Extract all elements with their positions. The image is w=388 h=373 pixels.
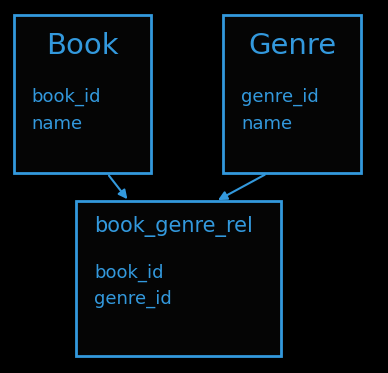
Text: name: name <box>31 116 83 134</box>
Text: Genre: Genre <box>248 32 336 60</box>
Text: book_id: book_id <box>94 264 164 282</box>
Text: genre_id: genre_id <box>94 289 172 307</box>
Bar <box>14 15 151 173</box>
Text: Book: Book <box>46 32 119 60</box>
Text: book_id: book_id <box>31 88 101 106</box>
Text: name: name <box>241 116 292 134</box>
Bar <box>223 15 361 173</box>
Text: genre_id: genre_id <box>241 88 319 106</box>
Bar <box>76 201 281 356</box>
Text: book_genre_rel: book_genre_rel <box>94 216 253 237</box>
